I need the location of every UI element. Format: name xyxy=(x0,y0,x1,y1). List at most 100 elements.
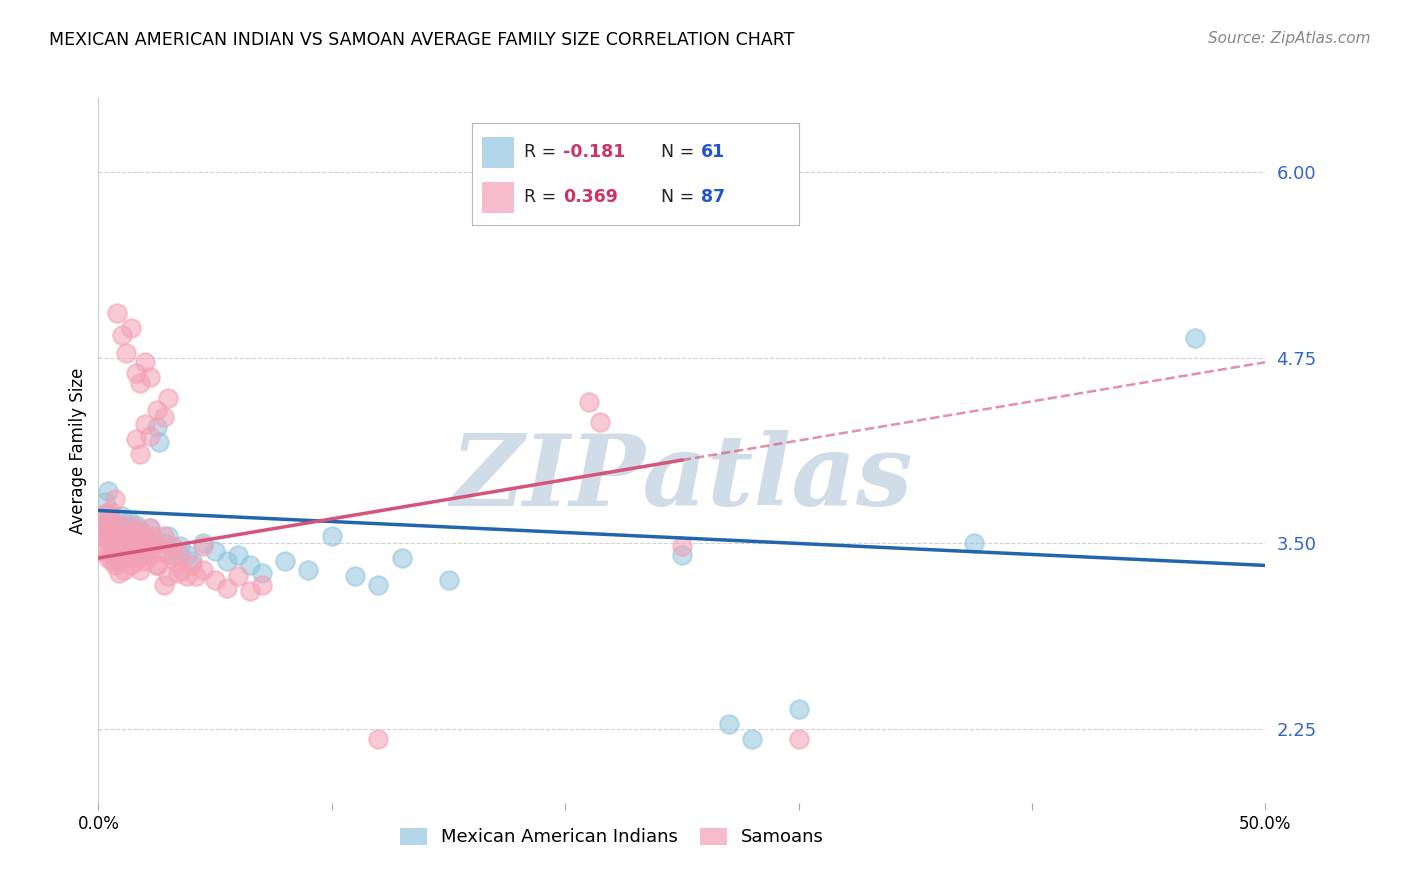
Point xyxy=(1184,331,1206,345)
Point xyxy=(228,569,250,583)
Point xyxy=(297,563,319,577)
Point xyxy=(671,539,693,553)
Text: MEXICAN AMERICAN INDIAN VS SAMOAN AVERAGE FAMILY SIZE CORRELATION CHART: MEXICAN AMERICAN INDIAN VS SAMOAN AVERAG… xyxy=(49,31,794,49)
Point xyxy=(125,518,148,533)
Point xyxy=(962,536,984,550)
Point xyxy=(115,346,138,360)
Point xyxy=(578,395,600,409)
Point xyxy=(105,529,128,543)
Point xyxy=(150,543,173,558)
Point xyxy=(239,583,262,598)
Point xyxy=(122,529,145,543)
Point xyxy=(94,529,117,543)
Point xyxy=(180,558,202,573)
Point xyxy=(671,548,693,562)
Point xyxy=(141,536,163,550)
Point xyxy=(112,563,135,577)
Point xyxy=(129,563,152,577)
Point xyxy=(90,518,112,533)
Point xyxy=(146,402,169,417)
Point xyxy=(104,521,127,535)
Point xyxy=(157,529,180,543)
Point xyxy=(186,569,208,583)
Point xyxy=(344,569,367,583)
Legend: Mexican American Indians, Samoans: Mexican American Indians, Samoans xyxy=(392,821,831,854)
Point xyxy=(134,529,156,543)
Point xyxy=(91,518,114,533)
Point xyxy=(98,524,121,539)
Point xyxy=(136,543,159,558)
Point xyxy=(152,578,174,592)
Point xyxy=(104,558,127,573)
Point xyxy=(787,731,810,746)
Point xyxy=(176,569,198,583)
Point xyxy=(321,529,343,543)
Point xyxy=(157,569,180,583)
Point xyxy=(139,370,162,384)
Point xyxy=(111,529,134,543)
Point xyxy=(180,554,202,568)
Point xyxy=(152,410,174,425)
Point xyxy=(134,417,156,432)
Point xyxy=(115,543,138,558)
Point xyxy=(98,536,121,550)
Point xyxy=(104,533,127,548)
Point xyxy=(112,536,135,550)
Point xyxy=(134,529,156,543)
Point xyxy=(112,539,135,553)
Point xyxy=(125,366,148,380)
Point xyxy=(98,503,121,517)
Point xyxy=(125,433,148,447)
Point xyxy=(104,491,127,506)
Point xyxy=(589,415,612,429)
Point xyxy=(94,494,117,508)
Point xyxy=(165,554,187,568)
Point xyxy=(193,539,215,553)
Point xyxy=(146,420,169,434)
Point xyxy=(98,514,121,528)
Point xyxy=(101,518,124,533)
Point xyxy=(139,521,162,535)
Point xyxy=(215,581,238,595)
Point xyxy=(141,529,163,543)
Point xyxy=(104,543,127,558)
Point xyxy=(125,554,148,568)
Point xyxy=(101,554,124,568)
Point xyxy=(139,429,162,443)
Point xyxy=(367,731,389,746)
Point xyxy=(108,518,131,533)
Point xyxy=(105,306,128,320)
Point xyxy=(111,328,134,343)
Point xyxy=(125,533,148,548)
Point xyxy=(122,551,145,566)
Point xyxy=(91,529,114,543)
Point xyxy=(146,558,169,573)
Point xyxy=(193,563,215,577)
Text: ZIPatlas: ZIPatlas xyxy=(451,431,912,527)
Point xyxy=(152,529,174,543)
Point xyxy=(118,533,141,548)
Text: Source: ZipAtlas.com: Source: ZipAtlas.com xyxy=(1208,31,1371,46)
Point xyxy=(134,554,156,568)
Point xyxy=(391,551,413,566)
Point xyxy=(91,539,114,553)
Point xyxy=(115,529,138,543)
Point xyxy=(250,578,273,592)
Point xyxy=(132,548,155,562)
Point xyxy=(97,484,120,499)
Point xyxy=(239,558,262,573)
Point xyxy=(127,521,149,535)
Point xyxy=(157,391,180,405)
Point xyxy=(129,376,152,390)
Point xyxy=(101,548,124,562)
Point xyxy=(108,554,131,568)
Point xyxy=(120,321,142,335)
Point xyxy=(120,558,142,573)
Point xyxy=(112,551,135,566)
Point xyxy=(115,551,138,566)
Point xyxy=(105,539,128,553)
Point xyxy=(169,548,191,562)
Point xyxy=(148,435,170,450)
Point xyxy=(717,717,740,731)
Point xyxy=(111,529,134,543)
